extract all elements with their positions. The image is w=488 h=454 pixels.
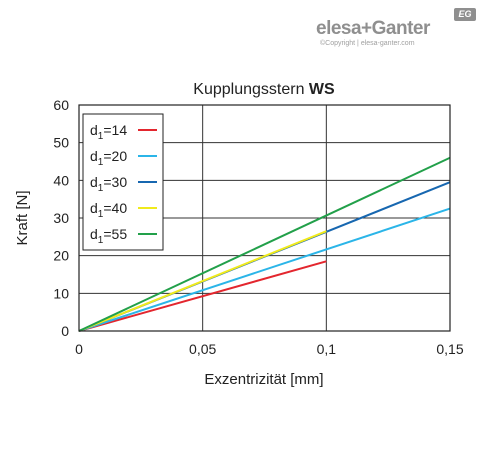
y-tick-label: 30: [53, 210, 69, 226]
legend-label: d1=30: [90, 174, 127, 194]
brand-badge: EG: [454, 8, 476, 21]
y-tick-label: 20: [53, 248, 69, 264]
legend-item: d1=20: [90, 148, 157, 168]
series-lines: [78, 156, 451, 332]
series-line-d1-14: [78, 260, 327, 332]
brand-name: elesa+Ganter: [316, 18, 430, 39]
legend-label: d1=20: [90, 148, 127, 168]
y-axis-label: Kraft [N]: [14, 190, 31, 245]
series-line-d1-55: [78, 156, 451, 332]
x-tick-labels: 0 0,05 0,1 0,15: [75, 341, 464, 357]
x-axis-label: Exzentrizität [mm]: [204, 371, 323, 388]
y-tick-label: 60: [53, 97, 69, 113]
chart-title-bold: WS: [309, 81, 335, 98]
brand-logo: elesa+Ganter EG ©Copyright | elesa-gante…: [316, 8, 478, 52]
y-tick-label: 10: [53, 285, 69, 301]
chart-title-main: Kupplungsstern: [193, 81, 309, 98]
series-line-d1-20: [78, 207, 451, 332]
legend-item: d1=30: [90, 174, 157, 194]
x-tick-label: 0,15: [436, 341, 463, 357]
x-tick-label: 0,05: [189, 341, 216, 357]
legend-item: d1=40: [90, 200, 157, 220]
series-line-d1-40: [78, 230, 327, 332]
brand-copyright: ©Copyright | elesa-ganter.com: [320, 40, 415, 47]
y-tick-label: 50: [53, 135, 69, 151]
plot-frame: [78, 104, 451, 332]
chart-title: Kupplungsstern WS: [193, 81, 335, 98]
x-tick-label: 0: [75, 341, 83, 357]
legend-item: d1=55: [90, 226, 157, 246]
legend: d1=14 d1=20 d1=30 d1=40 d1=55: [82, 113, 164, 251]
y-tick-label: 0: [61, 323, 69, 339]
legend-label: d1=40: [90, 200, 127, 220]
x-tick-label: 0,1: [317, 341, 337, 357]
legend-label: d1=14: [90, 122, 127, 142]
y-tick-label: 40: [53, 172, 69, 188]
legend-label: d1=55: [90, 226, 127, 246]
legend-item: d1=14: [90, 122, 157, 142]
y-tick-labels: 0 10 20 30 40 50 60: [53, 97, 69, 339]
